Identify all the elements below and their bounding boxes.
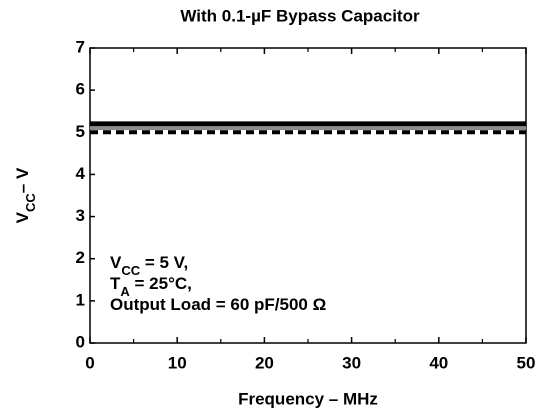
annotation-part: = 25°C, — [130, 274, 192, 293]
y-tick-label: 0 — [76, 332, 85, 351]
y-axis-label-part: V — [13, 211, 32, 223]
annotation: VCC = 5 V, — [110, 253, 188, 277]
annotation: Output Load = 60 pF/500 Ω — [110, 295, 326, 314]
y-tick-label: 2 — [76, 248, 85, 267]
y-tick-label: 1 — [76, 290, 85, 309]
y-tick-label: 5 — [76, 122, 85, 141]
x-tick-label: 40 — [429, 353, 448, 372]
annotation-part: Output Load = 60 pF/500 Ω — [110, 295, 326, 314]
y-axis-label-part: CC — [23, 193, 38, 212]
x-axis-label: Frequency – MHz — [238, 389, 378, 408]
annotation-part: T — [110, 274, 121, 293]
x-tick-label: 10 — [168, 353, 187, 372]
annotation: TA = 25°C, — [110, 274, 192, 298]
annotation-part: CC — [121, 263, 140, 278]
y-tick-label: 4 — [76, 164, 86, 183]
y-axis-label: VCC– V — [13, 167, 37, 223]
annotation-part: V — [110, 253, 122, 272]
x-tick-label: 0 — [85, 353, 94, 372]
y-tick-label: 3 — [76, 206, 85, 225]
x-tick-label: 20 — [255, 353, 274, 372]
y-axis-label-part: – V — [13, 167, 32, 193]
x-tick-label: 30 — [342, 353, 361, 372]
y-tick-label: 7 — [76, 37, 85, 56]
chart-title: With 0.1-µF Bypass Capacitor — [180, 6, 420, 25]
x-tick-label: 50 — [517, 353, 536, 372]
y-tick-label: 6 — [76, 80, 85, 99]
annotation-part: A — [120, 284, 130, 299]
annotation-part: = 5 V, — [140, 253, 188, 272]
